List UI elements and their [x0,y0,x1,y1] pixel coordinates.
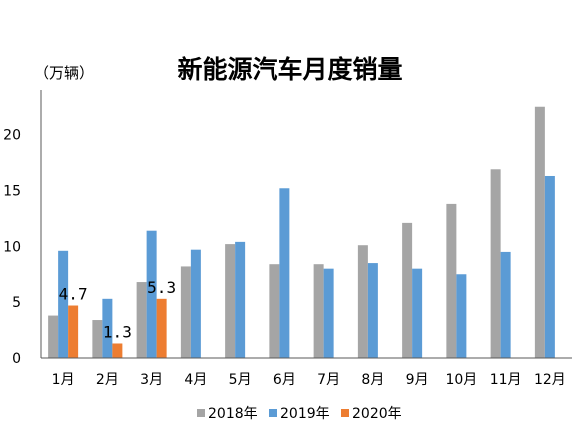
x-tick-label: 5月 [229,372,252,388]
y-axis-ticks: 0 5 10 15 20 [3,128,21,367]
y-tick-label: 15 [3,184,21,200]
x-tick-label: 10月 [445,372,477,388]
data-label: 5.3 [147,278,176,297]
bar [225,244,236,358]
y-tick-label: 0 [12,351,21,367]
legend-label: 2018年 [208,406,258,422]
bar [544,175,555,358]
bar [446,203,457,358]
x-tick-label: 6月 [273,372,296,388]
chart-title: 新能源汽车月度销量 [177,55,402,84]
x-tick-label: 8月 [361,372,384,388]
x-tick-label: 4月 [184,372,207,388]
bar [102,298,113,358]
bar [58,250,69,358]
bar [500,251,511,358]
bar [279,188,290,358]
y-axis-unit-label: （万辆） [34,64,94,82]
legend-swatch [341,409,349,417]
bar [48,315,59,358]
legend-label: 2020年 [352,406,402,422]
y-tick-label: 10 [3,239,21,255]
x-tick-label: 2月 [96,372,119,388]
bar [92,320,103,358]
bar [156,298,167,358]
y-tick-label: 5 [12,295,21,311]
x-tick-label: 7月 [317,372,340,388]
bar [136,282,147,358]
bar [412,268,423,358]
bar [490,169,501,358]
bar [323,268,334,358]
bar [313,264,324,358]
x-tick-label: 9月 [406,372,429,388]
bar [68,305,79,358]
data-labels-group: 4.7 1.3 5.3 [59,278,176,342]
data-label: 4.7 [59,285,88,304]
bar [402,222,413,358]
y-tick-label: 20 [3,128,21,144]
bar [146,230,157,358]
bar [456,274,467,358]
bar [357,245,368,358]
legend-swatch [269,409,277,417]
bar [112,343,123,358]
x-tick-label: 11月 [490,372,522,388]
bar [235,241,246,358]
legend-swatch [197,409,205,417]
x-tick-label: 1月 [52,372,75,388]
x-tick-label: 3月 [140,372,163,388]
bar [269,264,280,358]
bar [190,249,201,358]
x-tick-label: 12月 [534,372,566,388]
legend-label: 2019年 [280,406,330,422]
x-axis-ticks: 1月 2月 3月 4月 5月 6月 7月 8月 9月 10月 11月 12月 [52,372,566,388]
bar [367,263,378,358]
bars-group [48,106,555,358]
bar [180,266,191,358]
data-label: 1.3 [103,322,132,341]
legend: 2018年 2019年 2020年 [197,406,402,422]
bar [534,106,545,358]
